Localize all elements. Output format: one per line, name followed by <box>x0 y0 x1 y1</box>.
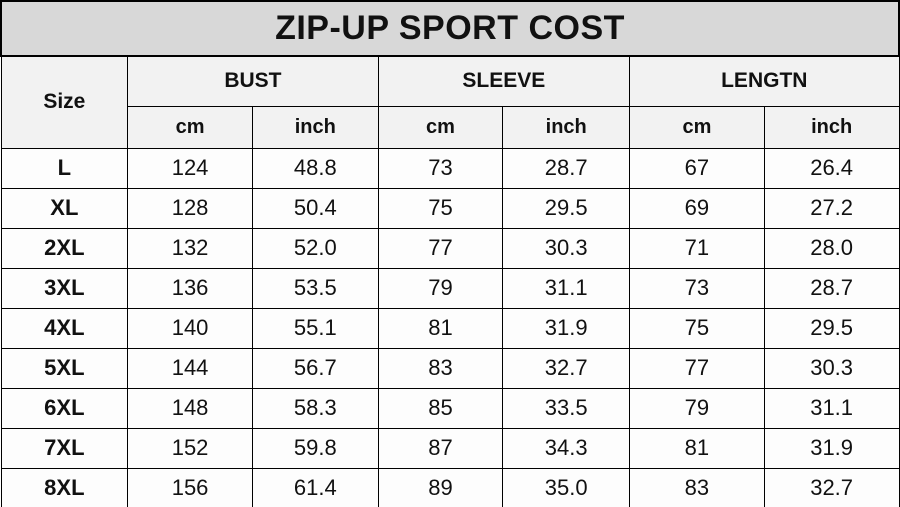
measurement-cell: 48.8 <box>251 147 379 189</box>
measurement-cell: 148 <box>127 387 253 429</box>
table-row: 6XL 148 58.3 85 33.5 79 31.1 <box>0 387 900 429</box>
measurement-cell: 144 <box>127 347 253 389</box>
measurement-cell: 58.3 <box>251 387 379 429</box>
measurement-cell: 75 <box>377 187 504 229</box>
size-column-header: Size <box>0 55 129 149</box>
measurement-cell: 32.7 <box>763 467 900 507</box>
measurement-cell: 55.1 <box>251 307 379 349</box>
table-row: 8XL 156 61.4 89 35.0 83 32.7 <box>0 467 900 507</box>
measurement-cell: 124 <box>127 147 253 189</box>
measurement-cell: 28.7 <box>763 267 900 309</box>
table-row: XL 128 50.4 75 29.5 69 27.2 <box>0 187 900 229</box>
size-label: 5XL <box>0 347 129 389</box>
size-label: L <box>0 147 129 189</box>
measurement-cell: 140 <box>127 307 253 349</box>
size-label: 6XL <box>0 387 129 429</box>
chart-title: ZIP-UP SPORT COST <box>0 0 900 57</box>
length-cm-header: cm <box>629 105 765 149</box>
sleeve-group-header: SLEEVE <box>377 55 631 107</box>
measurement-cell: 52.0 <box>251 227 379 269</box>
measurement-cell: 26.4 <box>763 147 900 189</box>
bust-group-header: BUST <box>127 55 379 107</box>
measurement-cell: 71 <box>629 227 765 269</box>
measurement-cell: 156 <box>127 467 253 507</box>
bust-cm-header: cm <box>127 105 253 149</box>
table-row: L 124 48.8 73 28.7 67 26.4 <box>0 147 900 189</box>
measurement-cell: 56.7 <box>251 347 379 389</box>
measurement-cell: 69 <box>629 187 765 229</box>
measurement-cell: 79 <box>629 387 765 429</box>
measurement-cell: 73 <box>377 147 504 189</box>
length-group-header: LENGTN <box>629 55 900 107</box>
measurement-cell: 81 <box>377 307 504 349</box>
size-label: 7XL <box>0 427 129 469</box>
measurement-cell: 73 <box>629 267 765 309</box>
table-row: 5XL 144 56.7 83 32.7 77 30.3 <box>0 347 900 389</box>
measurement-cell: 31.9 <box>763 427 900 469</box>
measurement-cell: 29.5 <box>502 187 631 229</box>
measurement-cell: 79 <box>377 267 504 309</box>
group-header-row: Size BUST SLEEVE LENGTN <box>0 55 900 149</box>
unit-header-row: cm inch cm inch cm inch <box>1 105 900 149</box>
sleeve-inch-header: inch <box>502 105 631 149</box>
measurement-cell: 32.7 <box>502 347 631 389</box>
measurement-cell: 31.1 <box>502 267 631 309</box>
table-row: 7XL 152 59.8 87 34.3 81 31.9 <box>0 427 900 469</box>
measurement-cell: 77 <box>629 347 765 389</box>
measurement-cell: 85 <box>377 387 504 429</box>
measurement-cell: 89 <box>377 467 504 507</box>
measurement-cell: 128 <box>127 187 253 229</box>
measurement-cell: 30.3 <box>502 227 631 269</box>
measurement-cell: 28.0 <box>763 227 900 269</box>
measurement-cell: 34.3 <box>502 427 631 469</box>
table-row: 3XL 136 53.5 79 31.1 73 28.7 <box>0 267 900 309</box>
measurement-cell: 30.3 <box>763 347 900 389</box>
sleeve-cm-header: cm <box>377 105 504 149</box>
measurement-cell: 83 <box>377 347 504 389</box>
measurement-cell: 67 <box>629 147 765 189</box>
size-table-body: L 124 48.8 73 28.7 67 26.4 XL 128 50.4 75 29.5 69 27.… <box>0 147 900 507</box>
measurement-cell: 27.2 <box>763 187 900 229</box>
measurement-cell: 61.4 <box>251 467 379 507</box>
measurement-cell: 50.4 <box>251 187 379 229</box>
measurement-cell: 31.1 <box>763 387 900 429</box>
measurement-cell: 33.5 <box>502 387 631 429</box>
measurement-cell: 83 <box>629 467 765 507</box>
bust-inch-header: inch <box>251 105 379 149</box>
title-row: ZIP-UP SPORT COST <box>0 0 900 57</box>
measurement-cell: 75 <box>629 307 765 349</box>
measurement-cell: 152 <box>127 427 253 469</box>
table-row: 4XL 140 55.1 81 31.9 75 29.5 <box>0 307 900 349</box>
measurement-cell: 59.8 <box>251 427 379 469</box>
measurement-cell: 29.5 <box>763 307 900 349</box>
measurement-cell: 77 <box>377 227 504 269</box>
measurement-cell: 87 <box>377 427 504 469</box>
length-inch-header: inch <box>763 105 900 149</box>
measurement-cell: 136 <box>127 267 253 309</box>
size-label: 4XL <box>0 307 129 349</box>
measurement-cell: 132 <box>127 227 253 269</box>
measurement-cell: 28.7 <box>502 147 631 189</box>
size-label: 2XL <box>0 227 129 269</box>
size-label: 8XL <box>0 467 129 507</box>
measurement-cell: 31.9 <box>502 307 631 349</box>
measurement-cell: 53.5 <box>251 267 379 309</box>
measurement-cell: 35.0 <box>502 467 631 507</box>
size-label: XL <box>0 187 129 229</box>
measurement-cell: 81 <box>629 427 765 469</box>
table-row: 2XL 132 52.0 77 30.3 71 28.0 <box>0 227 900 269</box>
size-label: 3XL <box>0 267 129 309</box>
